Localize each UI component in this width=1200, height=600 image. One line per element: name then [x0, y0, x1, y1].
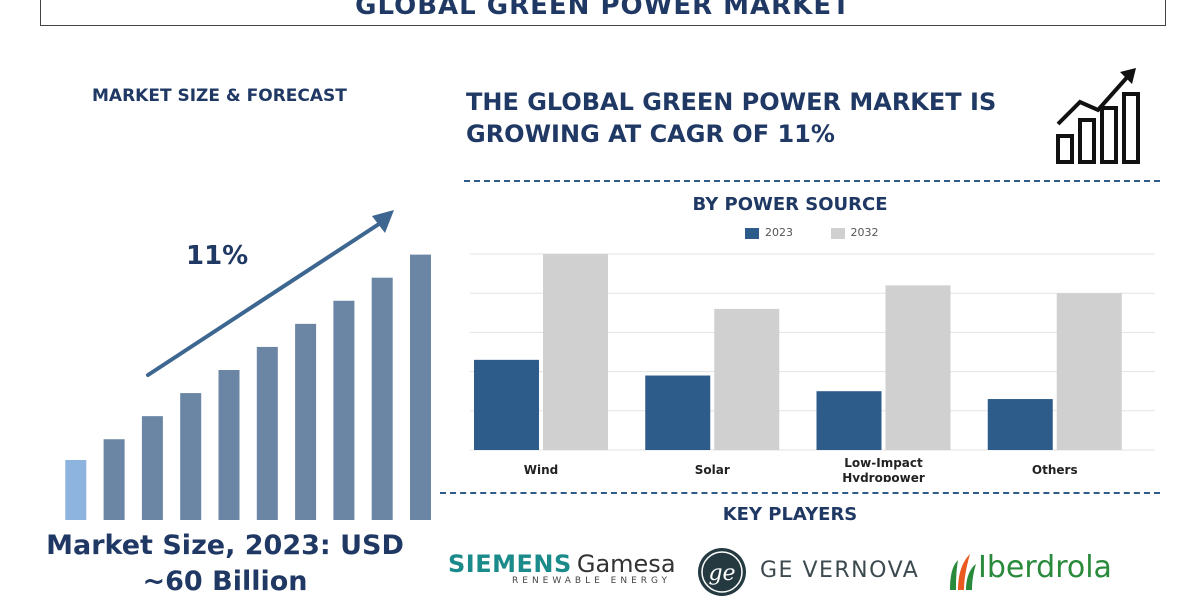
renewable-energy-tagline: RENEWABLE ENERGY	[512, 576, 672, 586]
forecast-bar-2032	[410, 254, 431, 520]
bar-others-2023	[987, 399, 1053, 450]
growth-chart-icon	[1056, 68, 1140, 164]
legend-item-2023: 2023	[745, 226, 793, 239]
power-source-title: BY POWER SOURCE	[692, 194, 888, 215]
forecast-bar-2025	[141, 416, 163, 520]
growth-arrow-head	[372, 210, 394, 233]
bar-solar-2032	[714, 308, 780, 450]
forecast-bar-2027	[218, 370, 240, 520]
category-label: Low-Impact Hydropower	[842, 456, 925, 482]
siemens-wordmark: SIEMENS	[448, 550, 572, 578]
ge-vernova-wordmark: GE VERNOVA	[760, 558, 920, 583]
title-banner: GLOBAL GREEN POWER MARKET	[40, 0, 1166, 26]
page-title: GLOBAL GREEN POWER MARKET	[355, 0, 851, 21]
right-panel: THE GLOBAL GREEN POWER MARKET IS GROWING…	[440, 60, 1200, 600]
category-label: Solar	[695, 463, 730, 477]
forecast-bar-chart: 2022202320242025202620272028202920302031…	[65, 210, 431, 520]
power-source-bar-chart: Wind Solar Low-Impact Hydropower Others	[470, 253, 1155, 482]
siemens-gamesa-logo: SIEMENS Gamesa RENEWABLE ENERGY	[448, 550, 676, 586]
bar-wind-2032	[543, 254, 608, 450]
bar-low-impact-hydropower-2023	[816, 391, 882, 450]
ge-monogram-icon: ge	[698, 548, 746, 596]
legend-item-2032: 2032	[830, 226, 879, 239]
forecast-bar-2026	[180, 393, 202, 520]
legend-swatch-2032	[830, 227, 845, 239]
bar-solar-2023	[645, 375, 711, 450]
iberdrola-leaf-icon	[950, 554, 976, 590]
growth-rate-label: 11%	[186, 241, 248, 271]
growth-arrow-line	[146, 220, 384, 377]
forecast-bar-2028	[256, 346, 278, 520]
bottom-divider	[440, 492, 1160, 494]
market-size-line-1: Market Size, 2023: USD	[46, 530, 404, 561]
cagr-statement: THE GLOBAL GREEN POWER MARKET IS GROWING…	[466, 86, 996, 150]
iberdrola-wordmark: Iberdrola	[978, 550, 1112, 585]
forecast-bar-2029	[295, 323, 317, 520]
legend-label-2023: 2023	[765, 226, 793, 239]
category-label: Wind	[524, 463, 558, 477]
power-source-legend: 2023 2032	[745, 226, 913, 239]
bar-others-2032	[1056, 293, 1122, 450]
forecast-bar-2023	[65, 460, 87, 520]
cagr-line-2: GROWING AT CAGR OF 11%	[466, 120, 835, 148]
forecast-bar-2030	[333, 300, 355, 520]
market-size-forecast-label: MARKET SIZE & FORECAST	[92, 86, 347, 106]
market-size-panel: MARKET SIZE & FORECAST 20222023202420252…	[0, 60, 440, 600]
top-divider	[464, 180, 1160, 182]
legend-swatch-2023	[745, 227, 759, 239]
legend-label-2032: 2032	[850, 226, 879, 239]
cagr-line-1: THE GLOBAL GREEN POWER MARKET IS	[466, 88, 997, 116]
gamesa-wordmark: Gamesa	[576, 550, 676, 578]
category-label: Others	[1032, 463, 1078, 477]
svg-text:ge: ge	[708, 561, 735, 586]
key-players-title: KEY PLAYERS	[722, 504, 858, 525]
forecast-bar-2024	[103, 439, 125, 520]
market-size-2023: Market Size, 2023: USD ~60 Billion	[0, 528, 450, 600]
bar-low-impact-hydropower-2032	[885, 285, 951, 450]
market-size-line-2: ~60 Billion	[142, 566, 308, 597]
bar-wind-2023	[474, 359, 539, 450]
forecast-bar-2031	[371, 277, 393, 520]
